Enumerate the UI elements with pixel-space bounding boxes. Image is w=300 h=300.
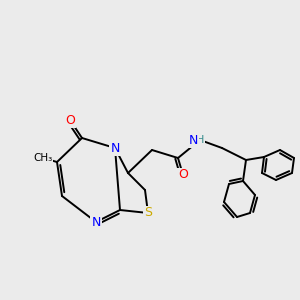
Text: CH₃: CH₃ [33, 153, 52, 163]
Text: O: O [65, 113, 75, 127]
Text: N: N [110, 142, 120, 154]
Text: N: N [91, 215, 101, 229]
Text: N: N [188, 134, 198, 146]
Text: S: S [144, 206, 152, 220]
Text: H: H [196, 135, 204, 145]
Text: O: O [178, 169, 188, 182]
